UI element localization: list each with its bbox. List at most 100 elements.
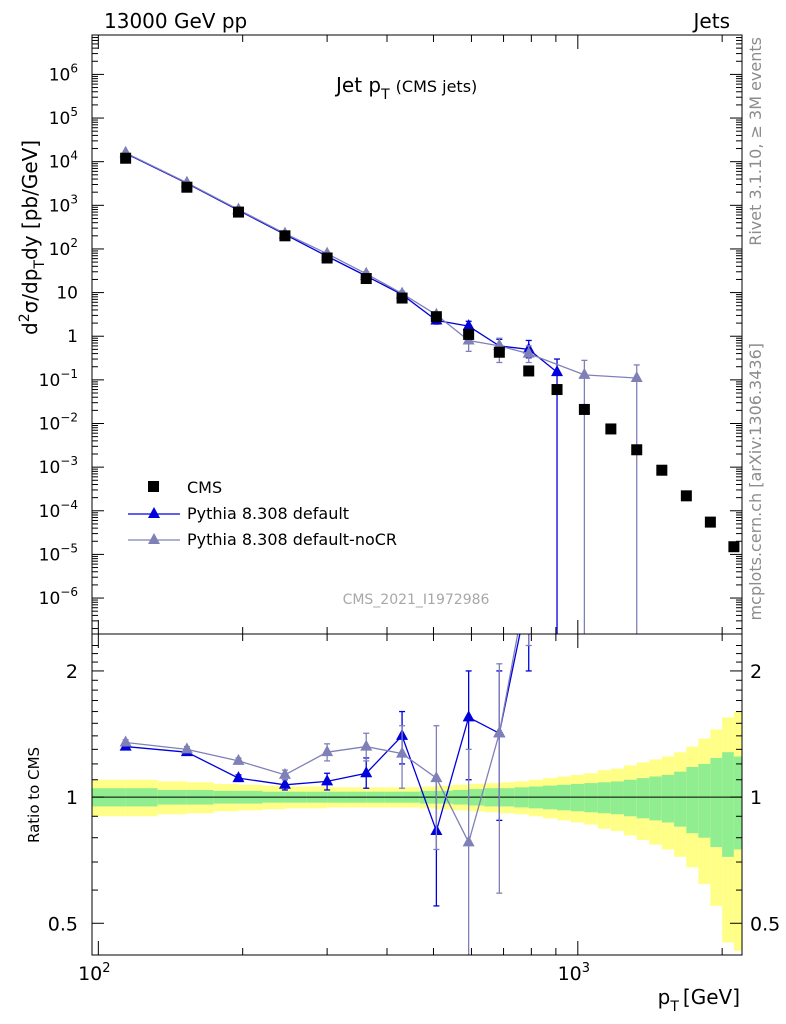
ratio-mc-point	[396, 746, 409, 758]
mcplots-label: mcplots.cern.ch [arXiv:1306.3436]	[746, 343, 765, 620]
ratio-band-inner-bin	[636, 778, 650, 819]
main-cms-point	[321, 252, 333, 264]
legend-marker-cms	[148, 481, 159, 492]
main-y-tick-labels: 10610510410310210110−110−210−310−410−510…	[39, 61, 78, 609]
main-y-tick-label: 105	[49, 105, 78, 129]
ratio-y-tick-label-left: 0.5	[48, 913, 78, 935]
main-y-tick-label: 10−5	[39, 541, 78, 565]
ratio-mc-point	[278, 767, 291, 779]
main-axis-ticks	[92, 34, 742, 634]
main-cms-point	[430, 311, 442, 323]
main-y-tick-label: 102	[49, 236, 78, 260]
header-left: 13000 GeV pp	[104, 9, 247, 33]
legend-label-default: Pythia 8.308 default	[187, 504, 349, 523]
ratio-y-tick-label-left: 2	[66, 661, 78, 683]
main-cms-point	[232, 206, 244, 218]
ratio-band-inner-bin	[733, 756, 742, 850]
ratio-band-inner-bin	[623, 779, 637, 817]
legend-marker-default	[148, 507, 160, 518]
ratio-y-tick-label-right: 2	[750, 661, 762, 683]
ratio-mc-point	[462, 835, 475, 847]
ratio-mc-point	[523, 567, 535, 578]
ratio-mc-point	[462, 710, 475, 722]
rivet-label: Rivet 3.1.10, ≥ 3M events	[746, 37, 765, 246]
ratio-band-inner-bin	[722, 752, 734, 857]
main-cms-point	[551, 384, 563, 396]
main-cms-point	[728, 541, 740, 553]
ratio-y-axis-label: Ratio to CMS	[25, 747, 43, 843]
ratio-y-tick-label-right: 1	[750, 787, 762, 809]
ratio-mc-point	[523, 584, 535, 595]
main-cms-point	[523, 365, 535, 377]
ratio-mc-point	[232, 753, 245, 765]
ratio-plot-frame	[91, 633, 743, 956]
ratio-band-inner-bin	[584, 783, 598, 813]
x-tick-label: 103	[558, 961, 590, 985]
chart-title: Jet pT (CMS jets)	[334, 73, 477, 103]
ratio-band-inner-bin	[597, 782, 611, 814]
ratio-band-inner-bin	[674, 771, 687, 827]
analysis-watermark: CMS_2021_I1972986	[343, 592, 490, 608]
main-cms-point	[463, 328, 475, 340]
main-series	[119, 145, 740, 634]
main-cms-point	[360, 273, 372, 285]
legend: CMS Pythia 8.308 default Pythia 8.308 de…	[128, 478, 397, 549]
legend-marker-nocr	[148, 533, 160, 544]
main-y-tick-label: 10−4	[39, 498, 78, 522]
ratio-mc-point	[321, 745, 334, 757]
main-mc-point	[551, 365, 564, 377]
legend-label-nocr: Pythia 8.308 default-noCR	[187, 530, 397, 549]
main-y-tick-label: 10	[56, 284, 78, 304]
main-y-tick-label: 10−1	[39, 367, 78, 391]
main-cms-point	[493, 346, 505, 358]
ratio-mc-point	[180, 742, 193, 754]
main-cms-point	[656, 464, 668, 476]
main-y-tick-label: 10−6	[39, 585, 78, 609]
ratio-y-tick-label-right: 0.5	[750, 913, 780, 935]
main-cms-point	[120, 152, 132, 164]
ratio-band-inner-bin	[610, 781, 624, 815]
ratio-mc-point	[430, 771, 443, 783]
main-y-tick-label: 10−3	[39, 454, 78, 478]
header-right: Jets	[692, 9, 730, 33]
ratio-band-inner-bin	[570, 783, 585, 812]
main-y-tick-label: 104	[49, 149, 78, 173]
ratio-tick-labels: 0.5 0.5 1 1 2 2 102 103	[48, 661, 780, 985]
main-y-tick-label: 10−2	[39, 411, 78, 435]
ratio-band-inner-bin	[698, 763, 711, 838]
main-cms-point	[631, 444, 643, 456]
main-cms-point	[396, 292, 408, 304]
legend-label-cms: CMS	[187, 478, 222, 497]
ratio-mc-point	[493, 726, 506, 738]
main-panel: 10610510410310210110−110−210−310−410−510…	[39, 34, 743, 635]
main-cms-point	[181, 181, 193, 193]
x-axis-label: pT [GeV]	[658, 985, 740, 1015]
ratio-mc-point	[360, 766, 373, 778]
ratio-y-tick-label-left: 1	[66, 787, 78, 809]
main-series-line	[125, 152, 637, 379]
ratio-mc-point	[119, 735, 132, 747]
ratio-band-inner-bin	[649, 776, 662, 821]
main-cms-point	[578, 403, 590, 415]
x-tick-label: 102	[78, 961, 110, 985]
main-mc-point	[630, 371, 643, 383]
ratio-mc-point	[360, 739, 373, 751]
ratio-axis-ticks	[92, 634, 742, 955]
ratio-band-inner-bin	[661, 774, 675, 823]
main-y-tick-label: 103	[49, 192, 78, 216]
main-mc-point	[578, 367, 591, 379]
main-y-tick-label: 1	[67, 327, 78, 347]
ratio-panel: 0.5 0.5 1 1 2 2 102 103	[48, 567, 780, 985]
ratio-band-inner-bin	[686, 766, 699, 834]
main-mc-point	[522, 346, 535, 358]
ratio-mc-point	[278, 777, 291, 789]
main-y-tick-label: 106	[49, 61, 78, 85]
main-cms-point	[680, 490, 692, 502]
main-mc-point	[462, 319, 475, 331]
ratio-band-inner-bin	[710, 757, 723, 848]
ratio-mc-point	[232, 771, 245, 783]
ratio-series	[119, 567, 535, 955]
ratio-mc-point	[321, 774, 334, 786]
main-cms-point	[279, 230, 291, 242]
